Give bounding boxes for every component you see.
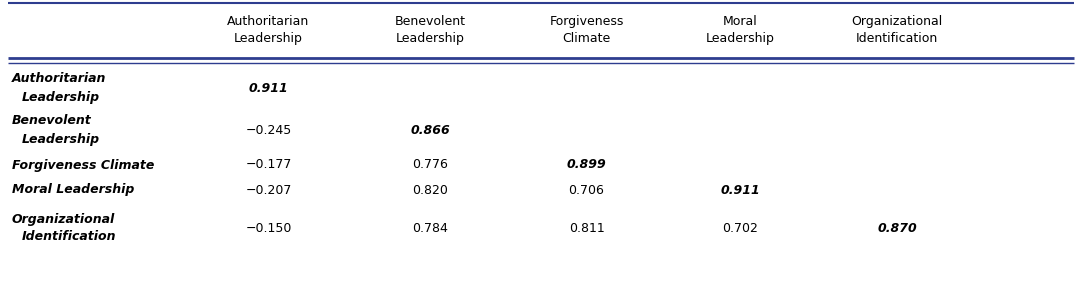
Text: Benevolent
Leadership: Benevolent Leadership xyxy=(395,15,465,45)
Text: Benevolent: Benevolent xyxy=(12,115,92,128)
Text: Moral
Leadership: Moral Leadership xyxy=(705,15,775,45)
Text: −0.150: −0.150 xyxy=(246,221,292,234)
Text: Identification: Identification xyxy=(22,230,117,243)
Text: 0.776: 0.776 xyxy=(412,158,448,171)
Text: 0.870: 0.870 xyxy=(878,221,916,234)
Text: Leadership: Leadership xyxy=(22,90,101,103)
Text: −0.207: −0.207 xyxy=(246,183,292,196)
Text: Moral Leadership: Moral Leadership xyxy=(12,183,134,196)
Text: Organizational: Organizational xyxy=(12,213,116,226)
Text: Leadership: Leadership xyxy=(22,132,101,145)
Text: 0.702: 0.702 xyxy=(722,221,757,234)
Text: 0.899: 0.899 xyxy=(567,158,606,171)
Text: Authoritarian: Authoritarian xyxy=(12,73,106,86)
Text: −0.245: −0.245 xyxy=(246,124,292,137)
Text: Forgiveness
Climate: Forgiveness Climate xyxy=(550,15,623,45)
Text: 0.811: 0.811 xyxy=(569,221,605,234)
Text: 0.866: 0.866 xyxy=(410,124,450,137)
Text: −0.177: −0.177 xyxy=(246,158,292,171)
Text: Forgiveness Climate: Forgiveness Climate xyxy=(12,158,155,171)
Text: 0.784: 0.784 xyxy=(412,221,448,234)
Text: 0.911: 0.911 xyxy=(249,82,289,94)
Text: Authoritarian
Leadership: Authoritarian Leadership xyxy=(227,15,309,45)
Text: Organizational
Identification: Organizational Identification xyxy=(852,15,942,45)
Text: 0.911: 0.911 xyxy=(721,183,760,196)
Text: 0.706: 0.706 xyxy=(568,183,605,196)
Text: 0.820: 0.820 xyxy=(412,183,448,196)
